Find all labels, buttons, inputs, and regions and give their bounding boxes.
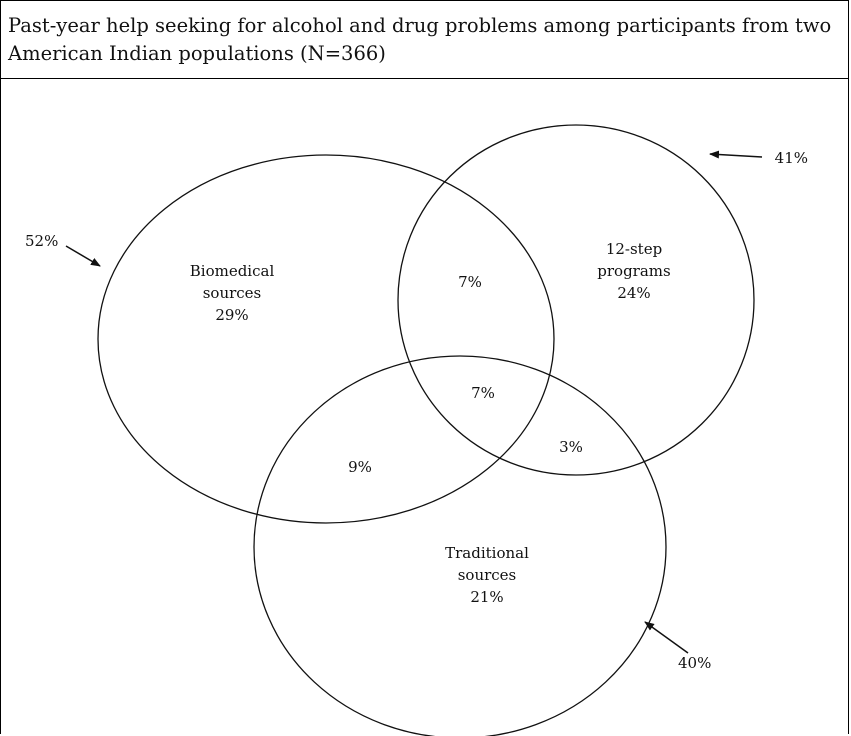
biomedical-twelve-step-intersection: 7% <box>458 273 482 291</box>
twelve-step-label-line-2: programs <box>597 262 670 280</box>
traditional-total-arrow <box>644 621 689 654</box>
traditional-label-line-1: Traditional <box>445 544 529 562</box>
figure-title: Past-year help seeking for alcohol and d… <box>8 14 832 65</box>
traditional-total: 40% <box>678 654 711 672</box>
traditional-unique-value: 21% <box>470 588 503 606</box>
traditional-circle <box>253 355 667 736</box>
biomedical-label-line-1: Biomedical <box>190 262 275 280</box>
traditional-label-line-2: sources <box>458 566 517 584</box>
biomedical-total-arrow <box>65 245 101 267</box>
twelve-step-traditional-intersection: 3% <box>559 438 583 456</box>
title-divider <box>0 78 849 79</box>
biomedical-unique-value: 29% <box>215 306 248 324</box>
twelve-step-unique-value: 24% <box>617 284 650 302</box>
all-three-intersection: 7% <box>471 384 495 402</box>
twelve-step-circle <box>397 124 755 476</box>
twelve-step-total-arrow <box>709 150 763 159</box>
biomedical-total: 52% <box>25 232 58 250</box>
biomedical-circle <box>97 154 555 524</box>
biomedical-label-line-2: sources <box>203 284 262 302</box>
twelve-step-label-line-1: 12-step <box>606 240 662 258</box>
twelve-step-total: 41% <box>775 149 808 167</box>
biomedical-traditional-intersection: 9% <box>348 458 372 476</box>
